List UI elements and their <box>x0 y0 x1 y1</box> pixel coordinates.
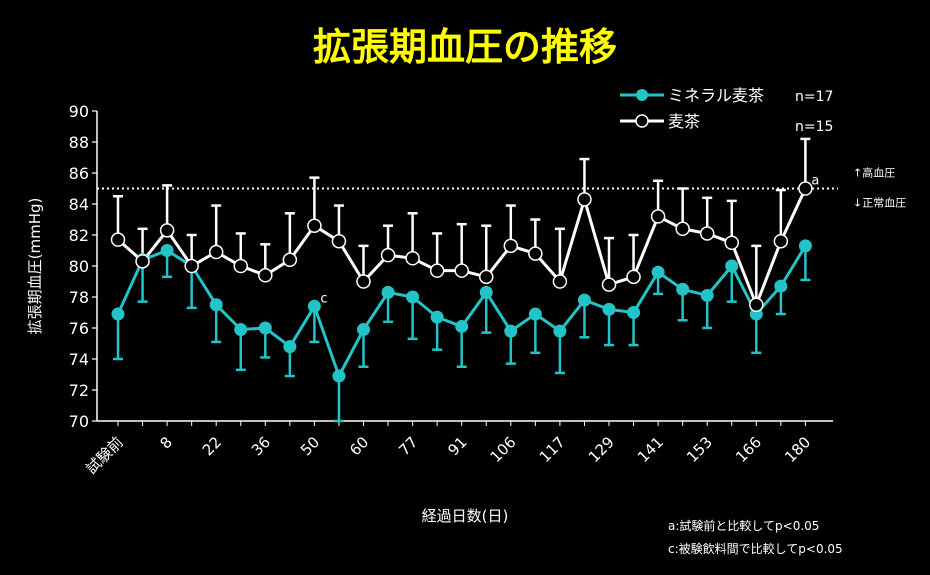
point-annotation: a <box>811 174 819 189</box>
data-point <box>209 298 223 312</box>
x-tick-label: 77 <box>395 433 421 459</box>
x-tick-label: 141 <box>634 433 667 466</box>
data-point <box>455 319 469 333</box>
data-point <box>282 252 298 268</box>
data-point <box>552 274 568 289</box>
data-point <box>626 269 641 285</box>
data-point <box>135 254 150 269</box>
x-tick-label: 180 <box>781 433 814 466</box>
data-point <box>357 323 370 337</box>
data-point <box>773 233 789 249</box>
x-tick-label: 36 <box>248 433 274 459</box>
x-tick-label: 91 <box>444 433 470 459</box>
x-tick-label: 試験前 <box>82 433 127 478</box>
data-point <box>700 288 714 302</box>
legend-n-label: n=15 <box>795 119 833 135</box>
data-point <box>159 223 175 238</box>
data-point <box>208 244 224 260</box>
x-tick-label: 60 <box>346 433 372 459</box>
data-point <box>380 247 396 263</box>
data-point <box>331 233 347 249</box>
legend-label: ミネラル麦茶 <box>668 86 764 105</box>
legend-label: 麦茶 <box>668 112 700 131</box>
data-point <box>454 263 469 278</box>
data-point <box>627 306 641 319</box>
reference-label-above: ↑高血圧 <box>853 166 895 180</box>
data-point <box>307 218 322 233</box>
y-tick-label: 72 <box>69 381 89 400</box>
data-point <box>307 299 321 313</box>
data-point <box>577 293 591 307</box>
data-point <box>429 263 445 278</box>
data-point <box>774 279 788 293</box>
data-point <box>553 324 567 338</box>
y-tick-label: 70 <box>69 412 89 431</box>
legend-n-label: n=17 <box>795 89 833 105</box>
data-point <box>283 340 297 354</box>
data-point <box>233 258 248 274</box>
x-axis-label: 経過日数(日) <box>422 507 509 525</box>
data-point <box>602 302 616 316</box>
data-point <box>479 269 494 285</box>
legend-swatch-marker <box>636 89 648 101</box>
y-tick-label: 88 <box>69 133 89 152</box>
x-tick-label: 50 <box>297 433 323 459</box>
data-point <box>577 192 592 207</box>
y-axis-label: 拡張期血圧(mmHg) <box>26 198 44 335</box>
chart-title: 拡張期血圧の推移 <box>313 25 617 69</box>
x-tick-label: 166 <box>732 433 765 466</box>
data-point <box>798 239 812 253</box>
data-point <box>724 235 739 250</box>
data-point <box>503 238 519 254</box>
data-point <box>258 321 272 335</box>
data-point <box>160 244 174 257</box>
y-tick-label: 84 <box>69 195 89 214</box>
x-tick-label: 117 <box>536 433 569 466</box>
data-point <box>528 307 542 321</box>
reference-label-below: ↓正常血圧 <box>853 196 906 210</box>
data-point <box>184 258 199 274</box>
data-point <box>601 277 617 292</box>
data-point <box>111 307 125 321</box>
data-point <box>430 310 444 324</box>
point-annotation: c <box>320 291 327 306</box>
data-point <box>676 282 690 296</box>
y-tick-label: 78 <box>69 288 89 307</box>
data-point <box>749 297 764 312</box>
y-tick-label: 90 <box>69 102 89 121</box>
data-point <box>258 268 273 283</box>
data-point <box>381 285 395 299</box>
data-point <box>528 246 543 261</box>
y-tick-label: 76 <box>69 319 89 338</box>
data-point <box>234 323 248 337</box>
x-tick-label: 106 <box>487 433 520 466</box>
data-point <box>504 324 518 338</box>
x-tick-label: 153 <box>683 433 716 466</box>
y-tick-label: 82 <box>69 226 89 245</box>
data-point <box>110 232 126 247</box>
data-point <box>699 226 715 241</box>
data-point <box>356 274 371 289</box>
y-tick-label: 80 <box>69 257 89 276</box>
y-tick-label: 86 <box>69 164 89 183</box>
data-point <box>725 259 739 273</box>
x-tick-label: 22 <box>199 433 225 459</box>
x-tick-label: 129 <box>585 433 618 466</box>
y-tick-label: 74 <box>69 350 89 369</box>
data-point <box>650 209 666 224</box>
legend-swatch-marker <box>635 114 649 128</box>
data-point <box>479 285 493 299</box>
data-point <box>675 221 690 237</box>
data-point <box>798 181 813 196</box>
x-tick-label: 8 <box>156 433 175 452</box>
footnote: a:試験前と比較してp<0.05 <box>668 518 819 533</box>
data-point <box>332 369 346 383</box>
data-point <box>406 290 420 304</box>
data-point <box>405 251 420 266</box>
footnote: c:被験飲料間で比較してp<0.05 <box>668 541 843 556</box>
data-point <box>651 265 665 279</box>
